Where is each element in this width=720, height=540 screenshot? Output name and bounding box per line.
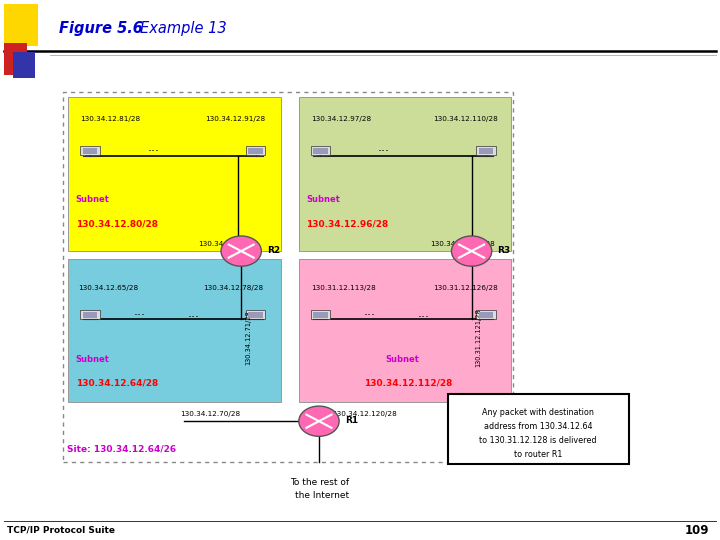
Text: To the rest of: To the rest of (290, 478, 349, 487)
Text: Figure 5.6: Figure 5.6 (59, 21, 143, 36)
Text: 130.31.12.121/28: 130.31.12.121/28 (475, 308, 481, 367)
Text: 130.34.12.65/28: 130.34.12.65/28 (78, 285, 138, 291)
Text: to 130.31.12.128 is delivered: to 130.31.12.128 is delivered (480, 436, 597, 445)
Text: 130.34.12.78/28: 130.34.12.78/28 (203, 285, 264, 291)
Text: 130.34.12.81/28: 130.34.12.81/28 (81, 116, 141, 122)
FancyBboxPatch shape (311, 146, 330, 155)
Text: Subnet: Subnet (385, 355, 419, 364)
Text: address from 130.34.12.64: address from 130.34.12.64 (484, 422, 593, 431)
FancyBboxPatch shape (479, 148, 493, 154)
Text: 130.34.12.91/28: 130.34.12.91/28 (205, 116, 266, 122)
Text: Example 13: Example 13 (140, 21, 227, 36)
Circle shape (299, 406, 339, 436)
FancyBboxPatch shape (248, 148, 263, 154)
Text: 130.34.12.105/28: 130.34.12.105/28 (430, 241, 495, 247)
Text: 130.34.12.90/28: 130.34.12.90/28 (198, 241, 258, 247)
Text: 130.34.12.112/28: 130.34.12.112/28 (364, 378, 452, 387)
FancyBboxPatch shape (68, 259, 281, 402)
Text: ...: ... (378, 141, 390, 154)
Text: R2: R2 (267, 246, 280, 254)
Text: 130.34.12.97/28: 130.34.12.97/28 (311, 116, 372, 122)
Text: 130.34.12.120/28: 130.34.12.120/28 (332, 411, 397, 417)
Text: Subnet: Subnet (76, 355, 109, 364)
FancyBboxPatch shape (81, 309, 99, 319)
Text: ...: ... (148, 141, 160, 154)
Text: R3: R3 (498, 246, 510, 254)
FancyBboxPatch shape (248, 312, 263, 318)
FancyBboxPatch shape (68, 97, 281, 251)
FancyBboxPatch shape (83, 148, 97, 154)
Text: 130.34.12.64/28: 130.34.12.64/28 (76, 378, 158, 387)
Text: 130.34.12.70/28: 130.34.12.70/28 (180, 411, 240, 417)
FancyBboxPatch shape (81, 146, 99, 155)
Text: ...: ... (187, 307, 199, 320)
FancyBboxPatch shape (246, 309, 265, 319)
Text: TCP/IP Protocol Suite: TCP/IP Protocol Suite (7, 526, 115, 535)
Text: ...: ... (418, 307, 430, 320)
Text: ...: ... (133, 305, 145, 318)
Circle shape (451, 236, 492, 266)
FancyBboxPatch shape (477, 146, 495, 155)
FancyBboxPatch shape (299, 97, 511, 251)
FancyBboxPatch shape (246, 146, 265, 155)
Text: 130.34.12.110/28: 130.34.12.110/28 (433, 116, 498, 122)
FancyBboxPatch shape (13, 52, 35, 78)
Text: the Internet: the Internet (295, 491, 349, 501)
Text: 130.34.12.80/28: 130.34.12.80/28 (76, 219, 158, 228)
FancyBboxPatch shape (311, 309, 330, 319)
FancyBboxPatch shape (83, 312, 97, 318)
Text: R1: R1 (345, 416, 358, 424)
FancyBboxPatch shape (4, 43, 27, 75)
Text: Site: 130.34.12.64/26: Site: 130.34.12.64/26 (67, 445, 176, 454)
FancyBboxPatch shape (479, 312, 493, 318)
Text: Any packet with destination: Any packet with destination (482, 408, 594, 417)
FancyBboxPatch shape (313, 148, 328, 154)
Text: 130.34.12.96/28: 130.34.12.96/28 (306, 219, 388, 228)
FancyBboxPatch shape (448, 394, 629, 464)
Circle shape (221, 236, 261, 266)
Text: 130.31.12.126/28: 130.31.12.126/28 (433, 285, 498, 291)
Text: to router R1: to router R1 (514, 450, 562, 459)
FancyBboxPatch shape (313, 312, 328, 318)
Text: ...: ... (364, 305, 376, 318)
Text: 109: 109 (685, 524, 709, 537)
FancyBboxPatch shape (299, 259, 511, 402)
FancyBboxPatch shape (4, 4, 38, 46)
Text: Subnet: Subnet (76, 195, 109, 204)
FancyBboxPatch shape (477, 309, 495, 319)
Text: 130.31.12.113/28: 130.31.12.113/28 (311, 285, 376, 291)
Text: Subnet: Subnet (306, 195, 340, 204)
Text: 130.34.12.71/28: 130.34.12.71/28 (245, 310, 251, 365)
